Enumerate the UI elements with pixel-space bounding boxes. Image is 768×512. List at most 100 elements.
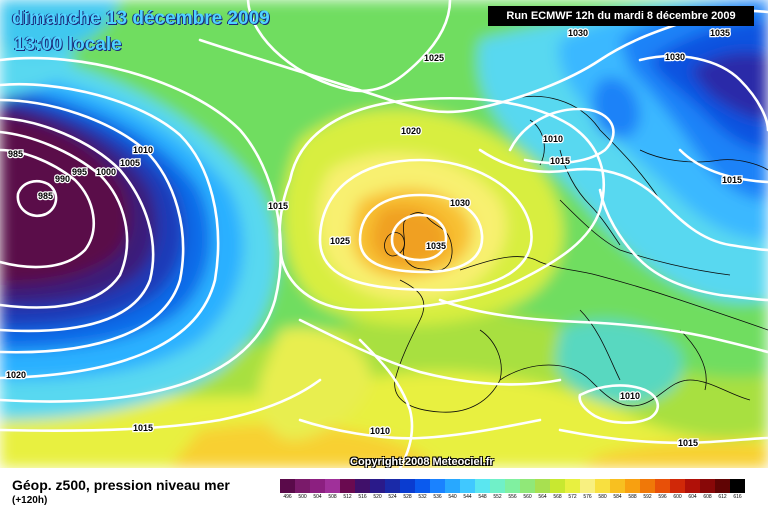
isobar-label: 1025	[330, 236, 350, 246]
legend-value: 608	[703, 494, 712, 500]
footer-bar: Géop. z500, pression niveau mer (+120h) …	[0, 468, 768, 512]
legend-value: 588	[628, 494, 637, 500]
legend-entry: 496	[280, 479, 295, 500]
legend-entry: 588	[625, 479, 640, 500]
legend-swatch	[625, 479, 640, 493]
isobar-label: 1005	[120, 158, 140, 168]
variable-label: Géop. z500, pression niveau mer	[12, 477, 230, 493]
legend-value: 496	[283, 494, 292, 500]
lead-time-label: (+120h)	[12, 495, 48, 506]
isobars	[0, 0, 768, 468]
legend-value: 552	[493, 494, 502, 500]
isobar-label: 1035	[426, 241, 446, 251]
legend-swatch	[595, 479, 610, 493]
legend-value: 616	[733, 494, 742, 500]
legend-entry: 528	[400, 479, 415, 500]
isobar-label: 1010	[543, 134, 563, 144]
legend-value: 500	[298, 494, 307, 500]
isobar-label: 1015	[133, 423, 153, 433]
legend-value: 520	[373, 494, 382, 500]
legend-entry: 556	[505, 479, 520, 500]
isobar-label: 1030	[450, 198, 470, 208]
forecast-date-title: dimanche 13 décembre 2009	[12, 8, 270, 29]
legend-value: 536	[433, 494, 442, 500]
legend-swatch	[445, 479, 460, 493]
legend-entry: 584	[610, 479, 625, 500]
legend-swatch	[700, 479, 715, 493]
legend-value: 560	[523, 494, 532, 500]
legend-swatch	[460, 479, 475, 493]
isobar-label: 1010	[620, 391, 640, 401]
legend-swatch	[670, 479, 685, 493]
color-scale-legend: 496 500 504 508 512 516 520 524 528 532 536 540 544 5…	[280, 479, 745, 500]
legend-entry: 504	[310, 479, 325, 500]
isobar-label: 985	[8, 149, 23, 159]
legend-value: 600	[673, 494, 682, 500]
coastlines	[384, 95, 768, 413]
legend-entry: 520	[370, 479, 385, 500]
legend-entry: 544	[460, 479, 475, 500]
legend-entry: 536	[430, 479, 445, 500]
legend-entry: 592	[640, 479, 655, 500]
legend-value: 532	[418, 494, 427, 500]
legend-entry: 560	[520, 479, 535, 500]
legend-swatch	[505, 479, 520, 493]
legend-swatch	[340, 479, 355, 493]
legend-swatch	[430, 479, 445, 493]
model-run-label: Run ECMWF 12h du mardi 8 décembre 2009	[488, 6, 754, 26]
isobar-label: 1020	[6, 370, 26, 380]
isobar-label: 1020	[401, 126, 421, 136]
legend-value: 604	[688, 494, 697, 500]
legend-entry: 508	[325, 479, 340, 500]
legend-entry: 616	[730, 479, 745, 500]
legend-swatch	[535, 479, 550, 493]
legend-value: 512	[343, 494, 352, 500]
legend-swatch	[355, 479, 370, 493]
legend-swatch	[655, 479, 670, 493]
legend-value: 504	[313, 494, 322, 500]
legend-swatch	[310, 479, 325, 493]
local-time-title: 13:00 locale	[14, 34, 122, 55]
isobar-label: 1015	[722, 175, 742, 185]
legend-swatch	[550, 479, 565, 493]
legend-swatch	[730, 479, 745, 493]
isobar-label: 1015	[550, 156, 570, 166]
legend-value: 556	[508, 494, 517, 500]
legend-swatch	[415, 479, 430, 493]
legend-entry: 572	[565, 479, 580, 500]
legend-value: 528	[403, 494, 412, 500]
isobar-label: 985	[38, 191, 53, 201]
legend-swatch	[520, 479, 535, 493]
legend-swatch	[385, 479, 400, 493]
legend-entry: 604	[685, 479, 700, 500]
isobar-label: 1015	[268, 201, 288, 211]
legend-swatch	[400, 479, 415, 493]
legend-value: 508	[328, 494, 337, 500]
legend-entry: 548	[475, 479, 490, 500]
legend-swatch	[685, 479, 700, 493]
legend-value: 612	[718, 494, 727, 500]
legend-entry: 600	[670, 479, 685, 500]
isobar-label: 1030	[665, 52, 685, 62]
legend-value: 540	[448, 494, 457, 500]
legend-value: 564	[538, 494, 547, 500]
legend-entry: 576	[580, 479, 595, 500]
legend-swatch	[610, 479, 625, 493]
legend-entry: 524	[385, 479, 400, 500]
legend-entry: 608	[700, 479, 715, 500]
legend-value: 516	[358, 494, 367, 500]
legend-entry: 564	[535, 479, 550, 500]
legend-swatch	[280, 479, 295, 493]
legend-value: 548	[478, 494, 487, 500]
isobar-label: 995	[72, 167, 87, 177]
legend-value: 568	[553, 494, 562, 500]
legend-value: 572	[568, 494, 577, 500]
legend-swatch	[640, 479, 655, 493]
isobar-label: 1035	[710, 28, 730, 38]
isobar-label: 990	[55, 174, 70, 184]
legend-entry: 596	[655, 479, 670, 500]
legend-swatch	[715, 479, 730, 493]
